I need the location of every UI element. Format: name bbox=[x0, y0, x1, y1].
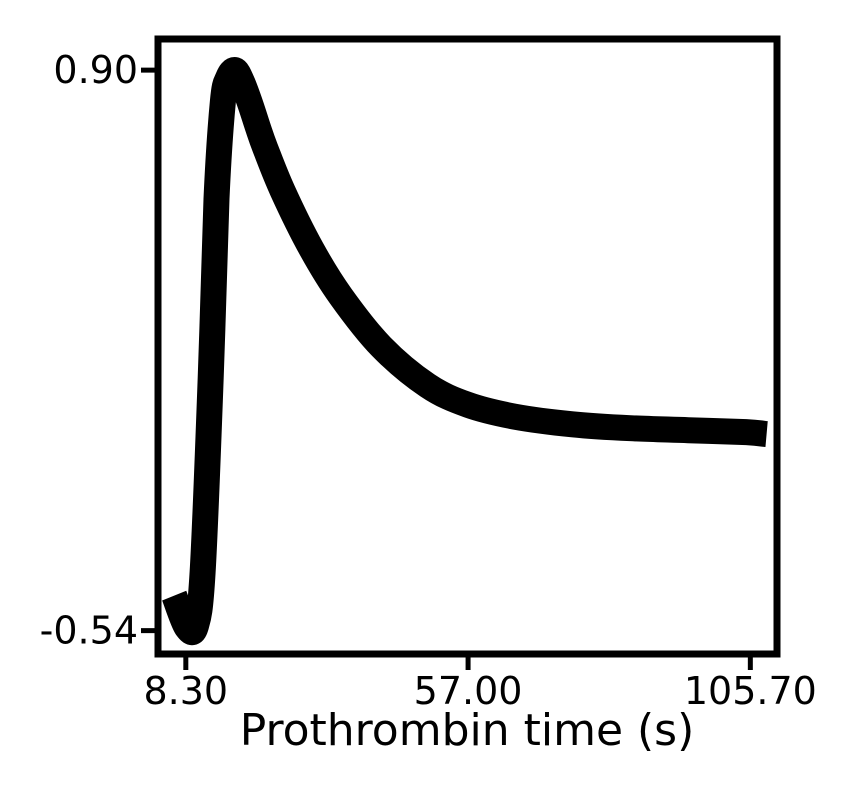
y-axis: 0.90 -0.54 bbox=[40, 48, 158, 653]
series-line-0 bbox=[162, 57, 769, 646]
data-layer bbox=[162, 57, 769, 646]
y-tick-label: 0.90 bbox=[53, 48, 138, 92]
plot-area bbox=[154, 35, 781, 658]
x-axis-title: Prothrombin time (s) bbox=[240, 705, 695, 756]
y-tick-label: -0.54 bbox=[40, 609, 138, 653]
x-tick-label: 57.00 bbox=[414, 669, 523, 713]
x-axis: 8.30 57.00 105.70 bbox=[144, 654, 817, 713]
x-tick-label: 8.30 bbox=[144, 669, 229, 713]
plot-frame bbox=[154, 35, 781, 658]
x-tick-label: 105.70 bbox=[684, 669, 817, 713]
